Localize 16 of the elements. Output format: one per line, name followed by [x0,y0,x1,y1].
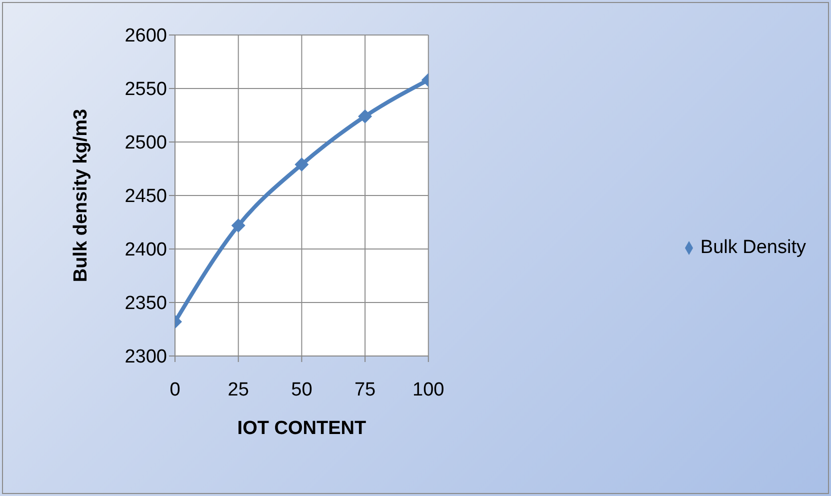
y-tick-label: 2500 [124,132,167,154]
legend-label: Bulk Density [700,237,806,258]
point [294,157,309,172]
y-tick-label: 2350 [124,293,167,314]
y-tick-label: 2300 [124,346,167,368]
x-tick-label: 50 [291,379,312,400]
x-tick-label: 75 [354,379,376,400]
y-tick-label: 2400 [124,240,167,261]
x-axis-title: IOT CONTENT [237,418,366,439]
y-axis-title: Bulk density kg/m3 [70,108,92,282]
y-tick-label: 2550 [124,79,167,100]
x-tick-label: 0 [170,379,180,400]
y-tick-label: 2600 [124,26,167,47]
x-tick-label: 25 [228,379,249,400]
y-tick-label: 2450 [124,186,167,208]
x-tick-label: 100 [412,379,444,400]
